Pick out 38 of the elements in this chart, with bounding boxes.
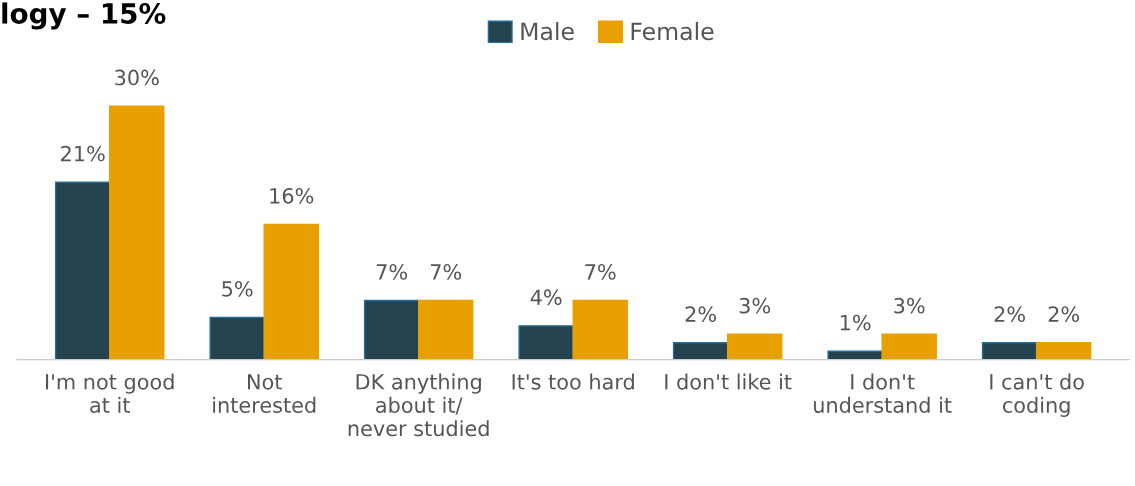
data-label: 21%: [61, 145, 105, 162]
bar: [263, 223, 319, 360]
legend-label: Male: [521, 21, 574, 41]
data-label: 7%: [376, 264, 408, 280]
bar: [417, 299, 474, 360]
data-label: 3%: [894, 297, 925, 314]
x-tick-label: I can't do coding: [990, 373, 1084, 418]
bar: [109, 105, 165, 360]
bar: [572, 299, 628, 360]
chart-title: logy – 15%: [2, 2, 166, 30]
x-tick-label: It's too hard: [512, 373, 634, 390]
bar: [726, 333, 783, 360]
legend-label: Female: [631, 21, 714, 41]
data-label: 7%: [430, 264, 462, 280]
data-label: 7%: [585, 264, 616, 280]
data-label: 2%: [994, 306, 1025, 323]
bar: [1035, 342, 1092, 360]
bar: [363, 299, 420, 360]
bar: [981, 342, 1038, 360]
x-tick-label: I'm not good at it: [46, 373, 174, 413]
x-tick-label: I don't understand it: [814, 373, 952, 413]
data-label: 3%: [739, 297, 771, 314]
bar: [672, 342, 729, 360]
bar: [827, 350, 883, 360]
x-tick-label: Not interested: [213, 374, 316, 413]
data-label: 30%: [115, 69, 159, 86]
bar: [209, 316, 265, 360]
data-label: 5%: [222, 280, 253, 297]
x-tick-label: I don't like it: [665, 373, 792, 390]
data-label: 2%: [685, 306, 716, 323]
data-label: 16%: [270, 187, 314, 204]
data-label: 2%: [1048, 306, 1080, 323]
bar: [518, 325, 574, 360]
bar: [881, 333, 937, 360]
data-label: 1%: [840, 314, 871, 331]
bar: [54, 181, 111, 360]
x-tick-label: DK anything about it/ never studied: [348, 373, 489, 437]
data-label: 4%: [530, 289, 562, 306]
